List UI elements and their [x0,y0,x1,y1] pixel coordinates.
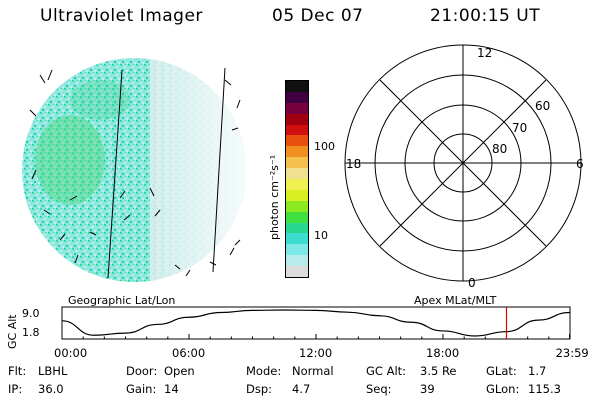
colorbar-segment [286,113,308,125]
colorbar-segment [286,178,308,190]
colorbar-segment [286,124,308,136]
geo-label: Geographic Lat/Lon [68,294,176,307]
colorbar-tick-100: 100 [314,140,335,153]
colorbar-tick-10: 10 [314,229,328,242]
colorbar-gradient [286,80,308,277]
colorbar-segment [286,80,308,92]
info-value: 3.5 Re [420,364,457,378]
info-value: 39 [420,382,435,396]
info-key: Gain: [126,382,157,396]
info-value: 14 [164,382,179,396]
info-key: Seq: [366,382,392,396]
colorbar-segment [286,135,308,147]
colorbar-segment [286,168,308,179]
colorbar-segment [286,233,308,245]
colorbar [285,80,309,278]
mlt-label-0: 0 [468,276,476,290]
info-key: GLon: [486,382,520,396]
colorbar-segment [286,222,308,234]
info-value: 1.7 [528,364,547,378]
mlt-label-12: 12 [477,46,493,60]
x-tick-label: 12:00 [299,346,333,360]
x-tick-label: 18:00 [426,346,460,360]
x-tick-label: 23:59 [555,346,589,360]
date-label: 05 Dec 07 [272,6,364,26]
mlt-label-18: 18 [346,157,362,171]
colorbar-segment [286,200,308,212]
y-tick-1.8: 1.8 [22,326,40,339]
colorbar-segment [286,146,308,158]
info-value: Normal [292,364,334,378]
colorbar-segment [286,244,308,256]
apex-label: Apex MLat/MLT [414,294,497,307]
info-key: Flt: [8,364,27,378]
colorbar-segment [286,157,308,169]
instrument-title: Ultraviolet Imager [40,6,203,26]
info-value: 4.7 [292,382,311,396]
info-value: LBHL [38,364,68,378]
time-label: 21:00:15 UT [430,6,541,26]
mlt-label-6: 6 [576,157,584,171]
colorbar-segment [286,266,308,277]
info-key: Dsp: [246,382,273,396]
y-tick-9: 9.0 [22,307,40,320]
lat-label-80: 80 [492,142,508,156]
colorbar-segment [286,91,308,103]
altitude-curve [61,309,570,337]
info-key: IP: [8,382,23,396]
colorbar-segment [286,102,308,114]
info-value: Open [164,364,195,378]
info-value: 36.0 [38,382,64,396]
colorbar-segment [286,189,308,201]
colorbar-segment [286,255,308,267]
info-value: 115.3 [528,382,561,396]
info-key: Door: [126,364,158,378]
x-tick-label: 00:00 [54,346,88,360]
info-key: GC Alt: [366,364,407,378]
info-key: Mode: [246,364,282,378]
colorbar-segment [286,211,308,223]
lat-label-70: 70 [512,121,528,135]
x-tick-label: 06:00 [172,346,206,360]
lat-label-60: 60 [535,99,551,113]
info-key: GLat: [486,364,517,378]
